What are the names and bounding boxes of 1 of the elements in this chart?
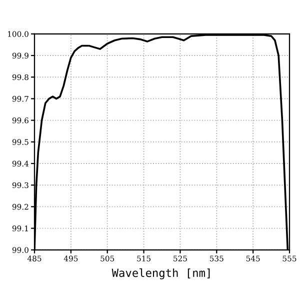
x-axis-title: Wavelength [nm] bbox=[112, 268, 210, 280]
